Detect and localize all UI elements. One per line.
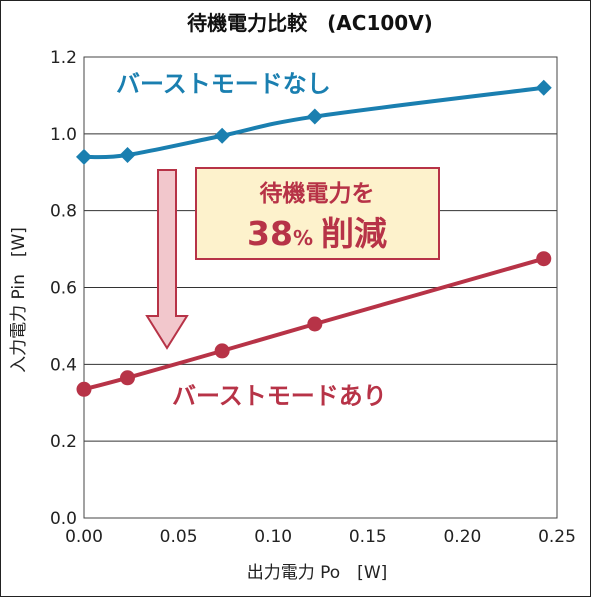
y-tick-label: 0.2: [50, 432, 77, 452]
y-axis-label: 入力電力 Pin [W]: [9, 227, 29, 373]
y-tick-labels: 0.0 0.2 0.4 0.6 0.8 1.0 1.2: [50, 48, 77, 529]
data-point-diamond: [535, 79, 552, 96]
y-tick-label: 1.2: [50, 48, 77, 68]
callout-percent-number: 38: [247, 214, 293, 253]
y-tick-label: 0.8: [50, 202, 77, 222]
x-tick-labels: 0.00 0.05 0.10 0.15 0.20 0.25: [65, 527, 576, 547]
series-markers: [76, 79, 552, 397]
callout-line1: 待機電力を: [260, 180, 375, 207]
x-tick-label: 0.05: [160, 527, 198, 547]
series-label-burst: バーストモードあり: [172, 382, 387, 410]
reduction-arrow: [145, 169, 189, 350]
chart-title: 待機電力比較 (AC100V): [187, 11, 433, 35]
data-point-circle: [120, 370, 136, 386]
data-point-circle: [307, 316, 323, 332]
y-tick-label: 0.6: [50, 279, 77, 299]
data-point-diamond: [119, 146, 136, 163]
y-tick-label: 1.0: [50, 125, 77, 145]
plot-border: [83, 56, 558, 519]
data-point-diamond: [306, 108, 323, 125]
data-point-circle: [214, 343, 230, 359]
series-label-no-burst: バーストモードなし: [116, 70, 331, 98]
callout-line2: 38% 削減: [247, 214, 387, 253]
x-axis-label: 出力電力 Po [W]: [247, 563, 388, 583]
data-point-diamond: [214, 127, 231, 144]
x-tick-label: 0.20: [443, 527, 481, 547]
x-tick-label: 0.25: [538, 527, 576, 547]
x-tick-label: 0.00: [65, 527, 103, 547]
data-point-circle: [76, 381, 92, 397]
y-tick-label: 0.0: [50, 509, 77, 529]
data-point-circle: [536, 251, 552, 267]
x-tick-label: 0.10: [254, 527, 292, 547]
reduction-callout-box: [195, 167, 440, 260]
data-point-diamond: [76, 148, 92, 165]
x-tick-label: 0.15: [349, 527, 387, 547]
callout-reduction-text: 削減: [321, 214, 387, 253]
y-tick-label: 0.4: [50, 355, 77, 375]
callout-percent-unit: %: [293, 226, 313, 250]
